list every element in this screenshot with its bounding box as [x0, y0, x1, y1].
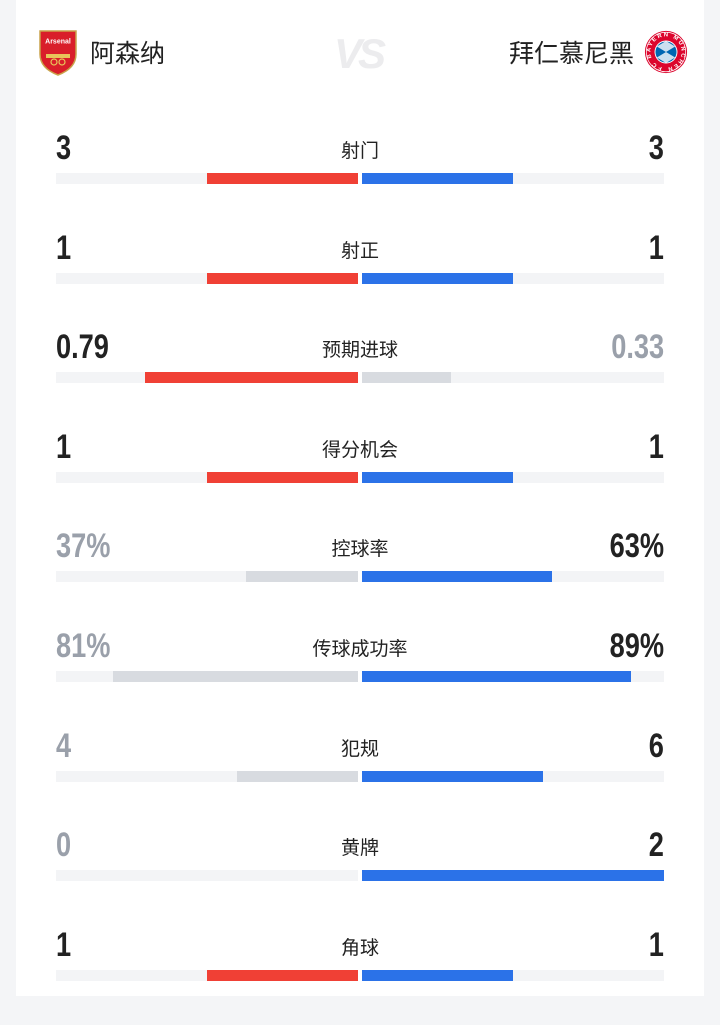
- stat-row: 4 犯规 6: [0, 726, 720, 826]
- home-bar-track: [56, 870, 358, 882]
- stat-label: 预期进球: [321, 339, 398, 362]
- home-bar-track: [56, 770, 358, 782]
- match-header: Arsenal 阿森纳 VS 拜仁慕尼黑 FC BAYERN MÜNCHEN: [0, 0, 720, 105]
- away-bar-fill: [362, 671, 631, 682]
- home-value: 0: [56, 826, 72, 865]
- away-bar-track: [362, 870, 664, 882]
- away-value: 1: [648, 228, 664, 267]
- home-team-name: 阿森纳: [90, 39, 166, 68]
- away-bar-track: [362, 471, 664, 483]
- stat-label: 得分机会: [321, 438, 398, 461]
- home-bar-track: [56, 372, 358, 384]
- home-bar-track: [56, 272, 358, 284]
- bayern-crest-icon: FC BAYERN MÜNCHEN: [644, 30, 688, 74]
- stat-row: 1 角球 1: [0, 925, 720, 1025]
- away-team-name: 拜仁慕尼黑: [508, 39, 634, 68]
- away-bar-track: [362, 671, 664, 682]
- stat-row: 0 黄牌 2: [0, 825, 720, 925]
- home-team[interactable]: Arsenal 阿森纳: [36, 28, 165, 76]
- stat-row: 37% 控球率 63%: [0, 526, 720, 626]
- stat-label: 控球率: [331, 538, 389, 561]
- home-bar-fill: [207, 173, 358, 184]
- home-bar-fill: [207, 471, 358, 483]
- home-bar-fill: [207, 969, 358, 981]
- home-value: 1: [56, 228, 72, 267]
- away-bar-track: [362, 571, 664, 583]
- away-value: 3: [648, 129, 664, 167]
- away-bar-fill: [362, 272, 513, 284]
- away-value: 63%: [609, 527, 664, 566]
- home-bar-track: [56, 471, 358, 483]
- stat-row: 1 得分机会 1: [0, 427, 720, 527]
- away-value: 0.33: [611, 328, 664, 367]
- stat-label: 黄牌: [340, 837, 379, 860]
- home-bar-track: [56, 969, 358, 981]
- stat-row: 1 射正 1: [0, 228, 720, 328]
- stat-label: 射门: [340, 140, 379, 162]
- stat-row: 0.79 预期进球 0.33: [0, 327, 720, 427]
- home-bar-fill: [237, 770, 358, 782]
- away-bar-track: [362, 372, 664, 384]
- home-value: 1: [56, 925, 72, 964]
- stat-label: 犯规: [340, 737, 379, 760]
- away-bar-fill: [362, 870, 664, 882]
- home-value: 3: [56, 129, 72, 167]
- stat-row: 81% 传球成功率 89%: [0, 626, 720, 726]
- away-bar-fill: [362, 173, 513, 184]
- stat-label: 传球成功率: [312, 638, 408, 660]
- away-bar-track: [362, 272, 664, 284]
- home-crest-text: Arsenal: [45, 39, 71, 46]
- home-value: 37%: [56, 527, 111, 566]
- home-value: 0.79: [56, 328, 109, 367]
- away-bar-track: [362, 770, 664, 782]
- away-bar-track: [362, 173, 664, 184]
- away-bar-fill: [362, 372, 452, 384]
- away-value: 6: [648, 726, 664, 765]
- away-value: 89%: [609, 627, 664, 665]
- away-team[interactable]: 拜仁慕尼黑 FC BAYERN MÜNCHEN: [509, 28, 688, 76]
- home-bar-fill: [113, 671, 358, 682]
- away-value: 1: [648, 427, 664, 466]
- stat-row: 3 射门 3: [0, 128, 720, 228]
- home-bar-track: [56, 571, 358, 583]
- home-bar-track: [56, 671, 358, 682]
- home-value: 1: [56, 427, 72, 466]
- stat-label: 射正: [340, 239, 379, 262]
- arsenal-crest-icon: Arsenal: [39, 30, 77, 76]
- home-bar-fill: [207, 272, 358, 284]
- stat-label: 角球: [340, 936, 379, 959]
- home-value: 4: [56, 726, 72, 765]
- away-bar-fill: [362, 969, 513, 981]
- home-bar-fill: [246, 571, 358, 583]
- home-value: 81%: [56, 627, 111, 665]
- home-bar-track: [56, 173, 358, 184]
- away-value: 2: [648, 826, 664, 865]
- vs-mark: VS: [334, 30, 386, 77]
- home-bar-fill: [145, 372, 358, 384]
- away-value: 1: [648, 925, 664, 964]
- away-bar-fill: [362, 571, 553, 583]
- away-bar-fill: [362, 471, 513, 483]
- stats-card: [16, 0, 704, 996]
- away-bar-track: [362, 969, 664, 981]
- away-bar-fill: [362, 770, 544, 782]
